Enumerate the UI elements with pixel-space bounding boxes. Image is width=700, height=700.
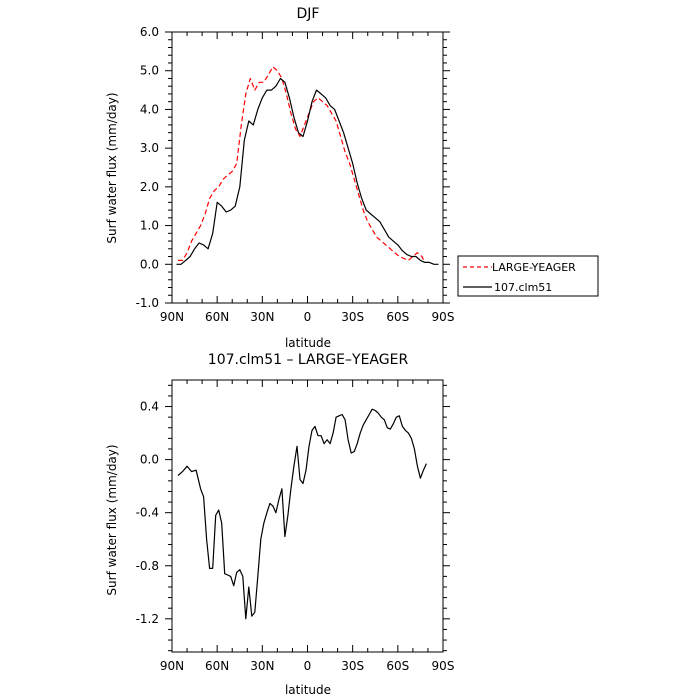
- y-tick-label: -1.2: [136, 612, 159, 626]
- x-tick-label: 0: [304, 659, 312, 673]
- y-tick-label: 6.0: [140, 25, 159, 39]
- y-tick-label: -0.8: [136, 559, 159, 573]
- legend-box: [457, 255, 599, 297]
- x-axis-label: latitude: [285, 683, 331, 697]
- y-tick-label: 0.0: [140, 453, 159, 467]
- y-tick-label: 1.0: [140, 219, 159, 233]
- y-tick-label: 0.0: [140, 257, 159, 271]
- x-tick-label: 60S: [386, 659, 409, 673]
- series-line-difference: [177, 408, 427, 620]
- x-axis-label: latitude: [285, 336, 331, 350]
- legend-label-107-clm51: 107.clm51: [494, 281, 552, 294]
- x-tick-label: 60N: [205, 310, 229, 324]
- y-tick-label: -0.4: [136, 506, 159, 520]
- y-tick-label: 4.0: [140, 102, 159, 116]
- plot-frame: [171, 379, 444, 653]
- x-tick-label: 30N: [250, 659, 274, 673]
- chart-title: 107.clm51 – LARGE–YEAGER: [208, 352, 409, 368]
- y-tick-label: 3.0: [140, 141, 159, 155]
- x-tick-label: 30S: [341, 310, 364, 324]
- y-tick-label: 5.0: [140, 64, 159, 78]
- x-tick-label: 90N: [160, 659, 184, 673]
- x-tick-label: 30S: [341, 659, 364, 673]
- plot-area-top: 90N 60N 30N 0 30S 60S 90S -1.0 0.0 1.0 2.0 3.0 4.0 5.…: [136, 25, 455, 324]
- x-tick-label: 60N: [205, 659, 229, 673]
- y-tick-label: 0.4: [140, 400, 159, 414]
- y-tick-label: 2.0: [140, 180, 159, 194]
- legend-label-large-yeager: LARGE-YEAGER: [492, 261, 576, 274]
- x-tick-label: 90S: [432, 659, 455, 673]
- series-line-107-clm51: [176, 77, 439, 265]
- x-tick-label: 90S: [432, 310, 455, 324]
- x-tick-label: 60S: [386, 310, 409, 324]
- y-axis-label: Surf water flux (mm/day): [105, 444, 119, 595]
- x-tick-label: 0: [304, 310, 312, 324]
- x-tick-label: 30N: [250, 310, 274, 324]
- x-tick-label: 90N: [160, 310, 184, 324]
- panel-djf: DJF 90N 60N 30N 0 30S 60S 90S -1.0 0.0 1.0 2.0 3.0 4…: [105, 6, 599, 350]
- plot-area-bottom: 90N 60N 30N 0 30S 60S 90S -1.2 -0.8 -0.4 0.0 0.4: [136, 379, 455, 673]
- legend: LARGE-YEAGER 107.clm51: [457, 255, 599, 297]
- panel-difference: 107.clm51 – LARGE–YEAGER 90N 60N 30N 0 30S 60…: [105, 352, 454, 697]
- y-tick-label: -1.0: [136, 296, 159, 310]
- series-line-large-yeager: [178, 66, 426, 263]
- plot-frame: [171, 31, 444, 304]
- y-axis-label: Surf water flux (mm/day): [105, 92, 119, 243]
- chart-title: DJF: [297, 6, 320, 22]
